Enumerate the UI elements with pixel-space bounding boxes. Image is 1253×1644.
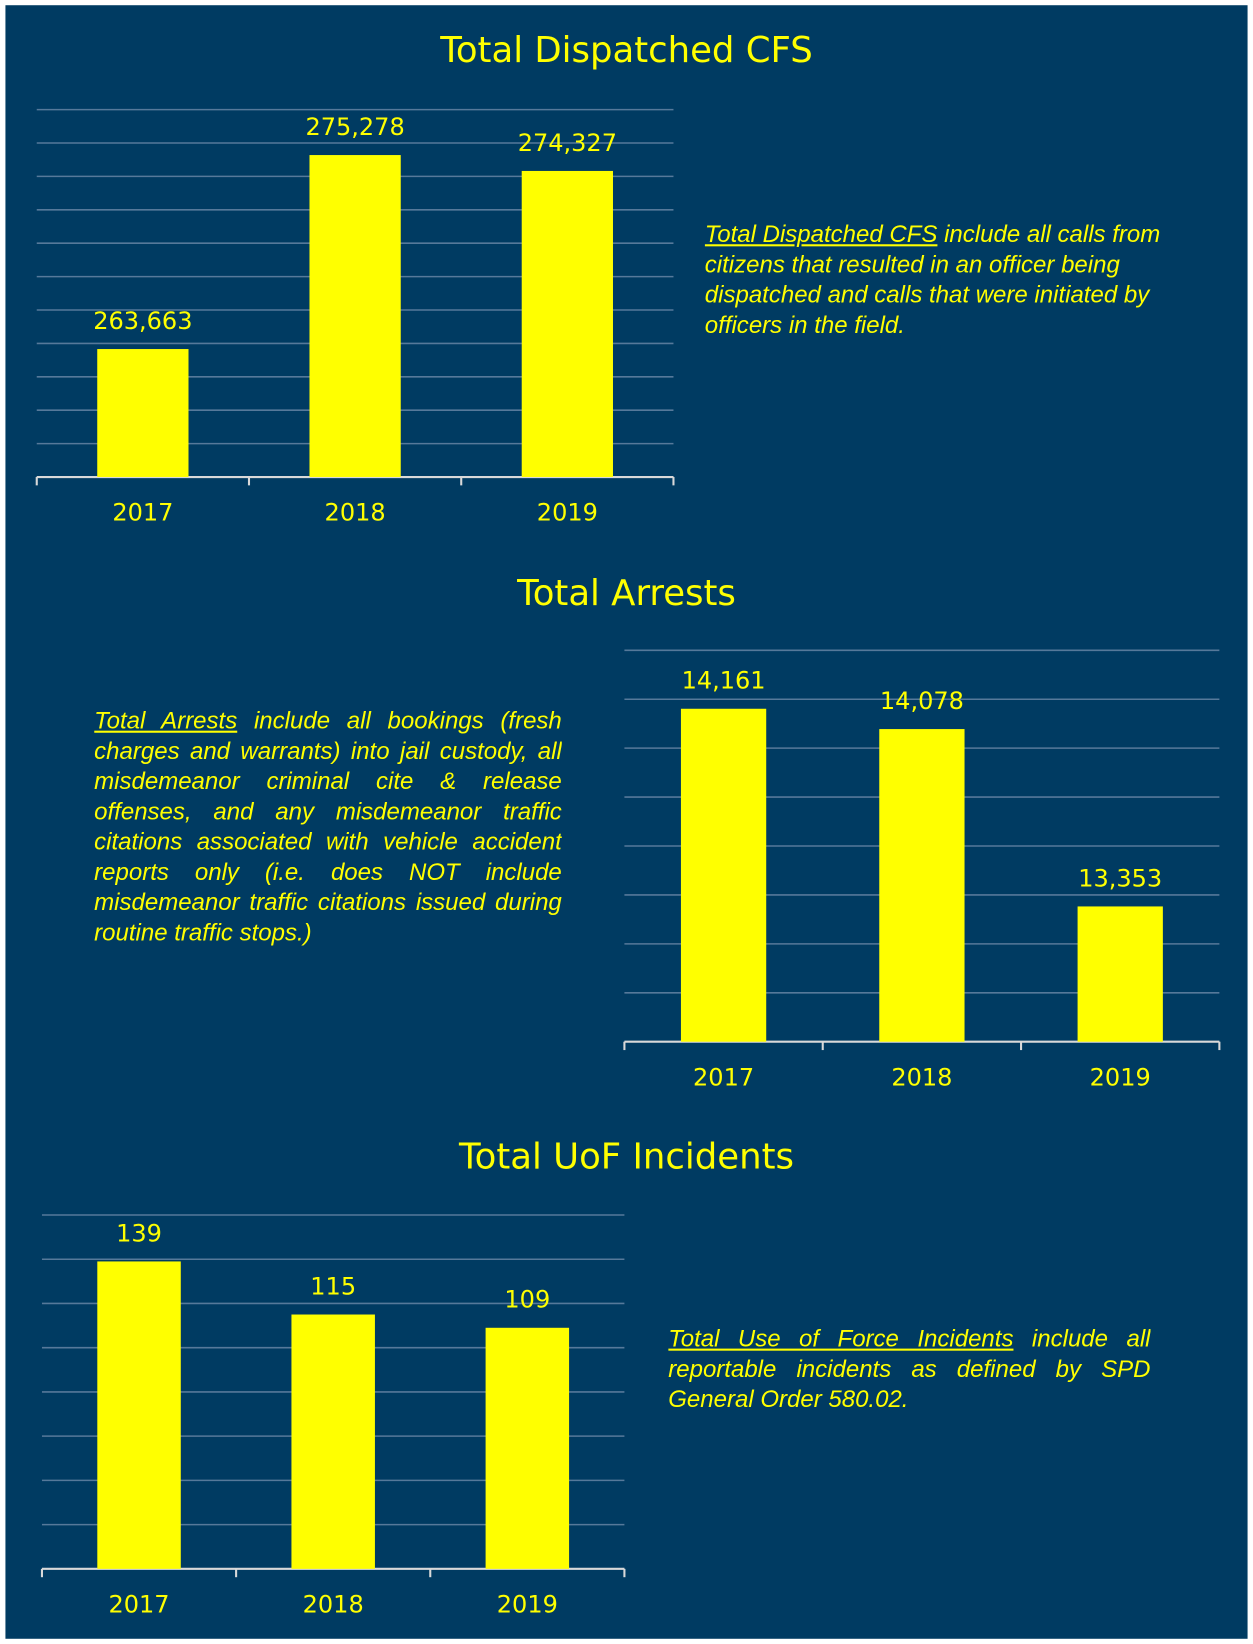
bar — [680, 708, 767, 1042]
data-label: 109 — [504, 1286, 550, 1314]
x-tick-label: 2019 — [537, 499, 598, 527]
bar — [291, 1314, 375, 1569]
x-tick-label: 2019 — [1090, 1063, 1151, 1091]
data-label: 275,278 — [305, 113, 404, 141]
note-term: Total Arrests — [94, 706, 238, 734]
data-label: 263,663 — [93, 307, 192, 335]
note: Total Use of Force Incidents include all… — [668, 1324, 1150, 1415]
x-tick-label: 2017 — [112, 499, 173, 527]
note-text: include all calls from citizens that res… — [704, 220, 1161, 339]
x-tick-label: 2018 — [325, 499, 386, 527]
bar — [1077, 906, 1163, 1042]
x-tick-label: 2017 — [109, 1590, 170, 1618]
note-box: Total Dispatched CFS include all calls f… — [705, 219, 1216, 340]
background — [5, 5, 1248, 1639]
bar — [879, 729, 965, 1042]
data-label: 13,353 — [1078, 864, 1162, 892]
x-tick-label: 2019 — [497, 1590, 558, 1618]
note: Total Dispatched CFS include all calls f… — [705, 219, 1216, 340]
note-term: Total Dispatched CFS — [704, 220, 938, 248]
chart-title: Total Arrests — [516, 573, 736, 614]
data-label: 274,327 — [518, 129, 617, 157]
x-tick-label: 2017 — [693, 1063, 754, 1091]
data-label: 139 — [116, 1219, 162, 1247]
bar — [97, 1261, 181, 1569]
x-tick-label: 2018 — [303, 1590, 364, 1618]
chart-title: Total UoF Incidents — [458, 1137, 794, 1178]
note-text: include all bookings (fresh charges and … — [94, 706, 562, 946]
data-label: 14,161 — [682, 667, 766, 695]
bar — [485, 1327, 570, 1569]
bar — [521, 170, 613, 478]
note: Total Arrests include all bookings (fres… — [94, 706, 562, 948]
note-box: Total Use of Force Incidents include all… — [668, 1324, 1150, 1415]
chart-title: Total Dispatched CFS — [439, 30, 813, 71]
note-box: Total Arrests include all bookings (fres… — [94, 706, 562, 948]
note-text: include all reportable incidents as defi… — [668, 1324, 1151, 1413]
bar — [97, 349, 189, 478]
data-label: 14,078 — [880, 687, 964, 715]
x-tick-label: 2018 — [891, 1063, 952, 1091]
note-term: Total Use of Force Incidents — [668, 1324, 1014, 1352]
bar — [309, 155, 401, 478]
data-label: 115 — [310, 1272, 356, 1300]
